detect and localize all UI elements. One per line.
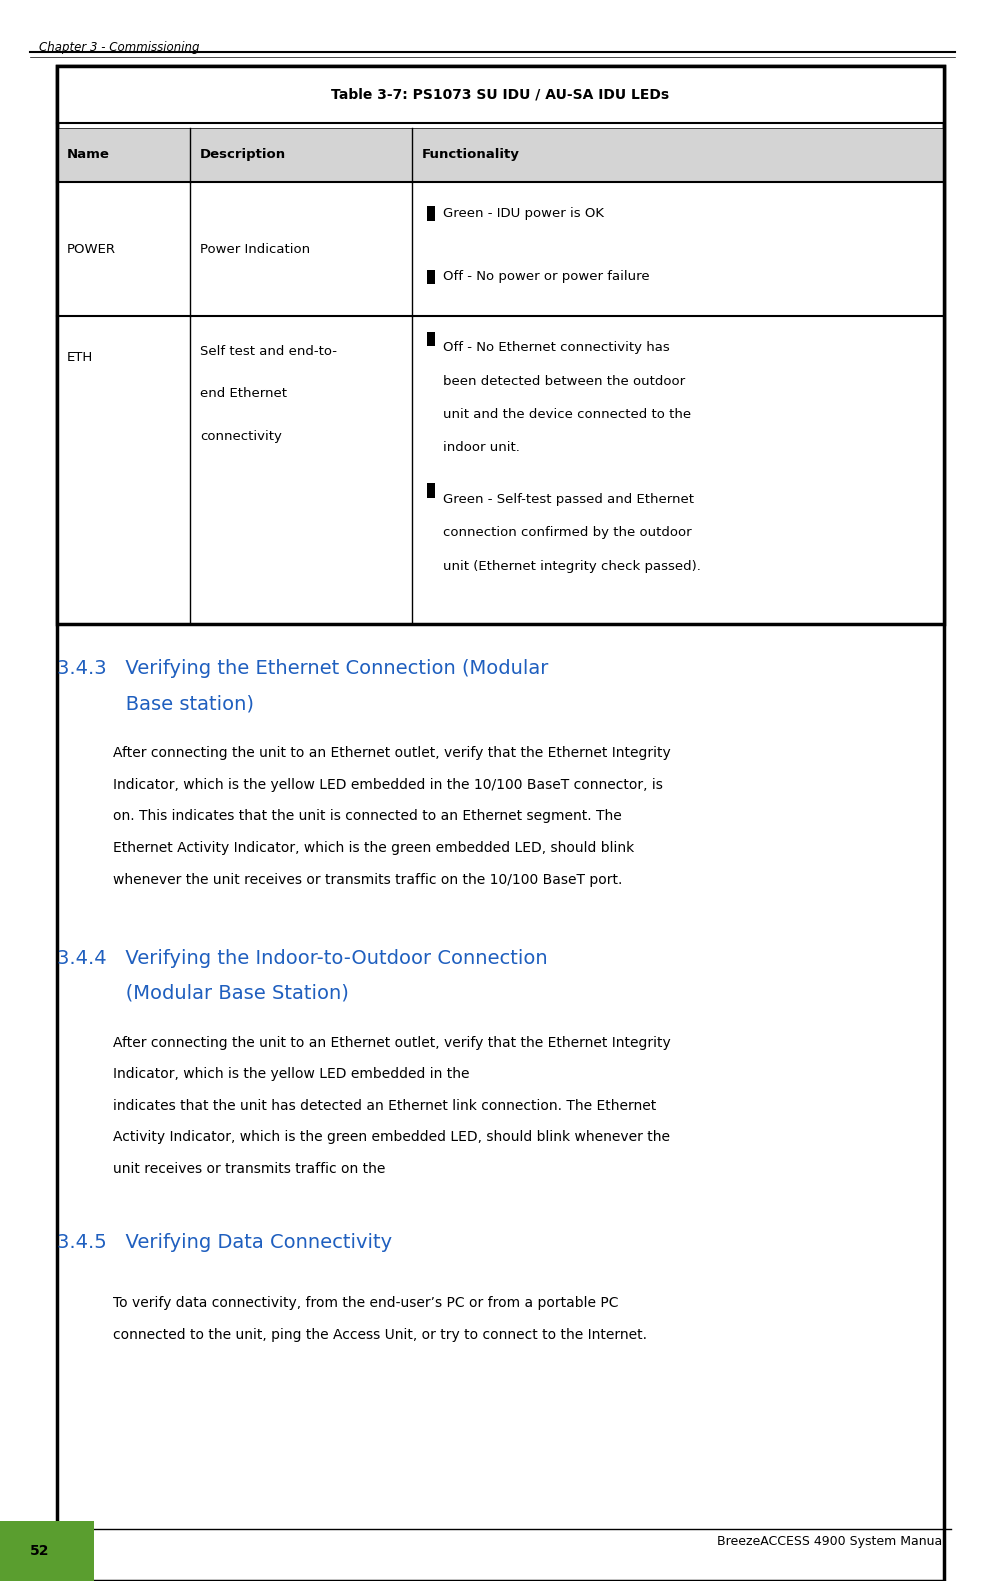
Text: BreezeACCESS 4900 System Manual: BreezeACCESS 4900 System Manual [717, 1535, 946, 1548]
Text: 3.4.3   Verifying the Ethernet Connection (Modular: 3.4.3 Verifying the Ethernet Connection … [57, 659, 549, 678]
Bar [57, 66, 944, 624]
Text: Chapter 3 - Commissioning: Chapter 3 - Commissioning [39, 41, 200, 54]
Text: connection confirmed by the outdoor: connection confirmed by the outdoor [443, 526, 691, 539]
Text: Off - No Ethernet connectivity has: Off - No Ethernet connectivity has [443, 341, 670, 354]
Text: 3.4.4   Verifying the Indoor-to-Outdoor Connection: 3.4.4 Verifying the Indoor-to-Outdoor Co… [57, 949, 548, 968]
Text: end Ethernet: end Ethernet [200, 387, 287, 400]
Bar [427, 207, 435, 221]
Text: Activity Indicator, which is the green embedded LED, should blink whenever the: Activity Indicator, which is the green e… [113, 1130, 670, 1145]
Text: unit and the device connected to the: unit and the device connected to the [443, 408, 691, 421]
Text: Indicator, which is the yellow LED embedded in the: Indicator, which is the yellow LED embed… [113, 1067, 474, 1081]
Bar [57, 128, 944, 182]
Text: connected to the unit, ping the Access Unit, or try to connect to the Internet.: connected to the unit, ping the Access U… [113, 1328, 647, 1342]
Text: Description: Description [200, 149, 286, 161]
Text: Table 3-7: PS1073 SU IDU / AU-SA IDU LEDs: Table 3-7: PS1073 SU IDU / AU-SA IDU LED… [331, 89, 670, 101]
Text: Green - IDU power is OK: Green - IDU power is OK [443, 207, 604, 220]
Text: indicates that the unit has detected an Ethernet link connection. The Ethernet: indicates that the unit has detected an … [113, 1099, 657, 1113]
Text: Base station): Base station) [57, 694, 254, 713]
Bar [427, 484, 435, 498]
Text: Off - No power or power failure: Off - No power or power failure [443, 270, 650, 283]
Text: ETH: ETH [67, 351, 94, 364]
Text: Indicator, which is the yellow LED embedded in the 10/100 BaseT connector, is: Indicator, which is the yellow LED embed… [113, 778, 663, 792]
Text: (Modular Base Station): (Modular Base Station) [57, 983, 349, 1002]
Text: indoor unit.: indoor unit. [443, 441, 520, 454]
Bar [0, 1521, 94, 1581]
Text: Name: Name [67, 149, 110, 161]
Text: unit (Ethernet integrity check passed).: unit (Ethernet integrity check passed). [443, 560, 701, 572]
Text: 52: 52 [30, 1545, 49, 1557]
Bar [57, 66, 944, 1581]
Text: whenever the unit receives or transmits traffic on the 10/100 BaseT port.: whenever the unit receives or transmits … [113, 873, 623, 887]
Text: After connecting the unit to an Ethernet outlet, verify that the Ethernet Integr: After connecting the unit to an Ethernet… [113, 746, 671, 760]
Text: Green - Self-test passed and Ethernet: Green - Self-test passed and Ethernet [443, 493, 694, 506]
Text: 3.4.5   Verifying Data Connectivity: 3.4.5 Verifying Data Connectivity [57, 1233, 392, 1252]
Bar [427, 332, 435, 346]
Text: After connecting the unit to an Ethernet outlet, verify that the Ethernet Integr: After connecting the unit to an Ethernet… [113, 1036, 671, 1050]
Bar [57, 66, 944, 123]
Text: Self test and end-to-: Self test and end-to- [200, 345, 337, 357]
Text: Power Indication: Power Indication [200, 242, 310, 256]
Text: unit receives or transmits traffic on the: unit receives or transmits traffic on th… [113, 1162, 390, 1176]
Bar [427, 269, 435, 285]
Text: To verify data connectivity, from the end-user’s PC or from a portable PC: To verify data connectivity, from the en… [113, 1296, 619, 1311]
Text: Functionality: Functionality [422, 149, 519, 161]
Bar [57, 182, 944, 316]
Text: on. This indicates that the unit is connected to an Ethernet segment. The: on. This indicates that the unit is conn… [113, 809, 622, 824]
Text: POWER: POWER [67, 242, 116, 256]
Text: connectivity: connectivity [200, 430, 282, 443]
Bar [57, 316, 944, 624]
Text: been detected between the outdoor: been detected between the outdoor [443, 375, 686, 387]
Text: Ethernet Activity Indicator, which is the green embedded LED, should blink: Ethernet Activity Indicator, which is th… [113, 841, 634, 855]
